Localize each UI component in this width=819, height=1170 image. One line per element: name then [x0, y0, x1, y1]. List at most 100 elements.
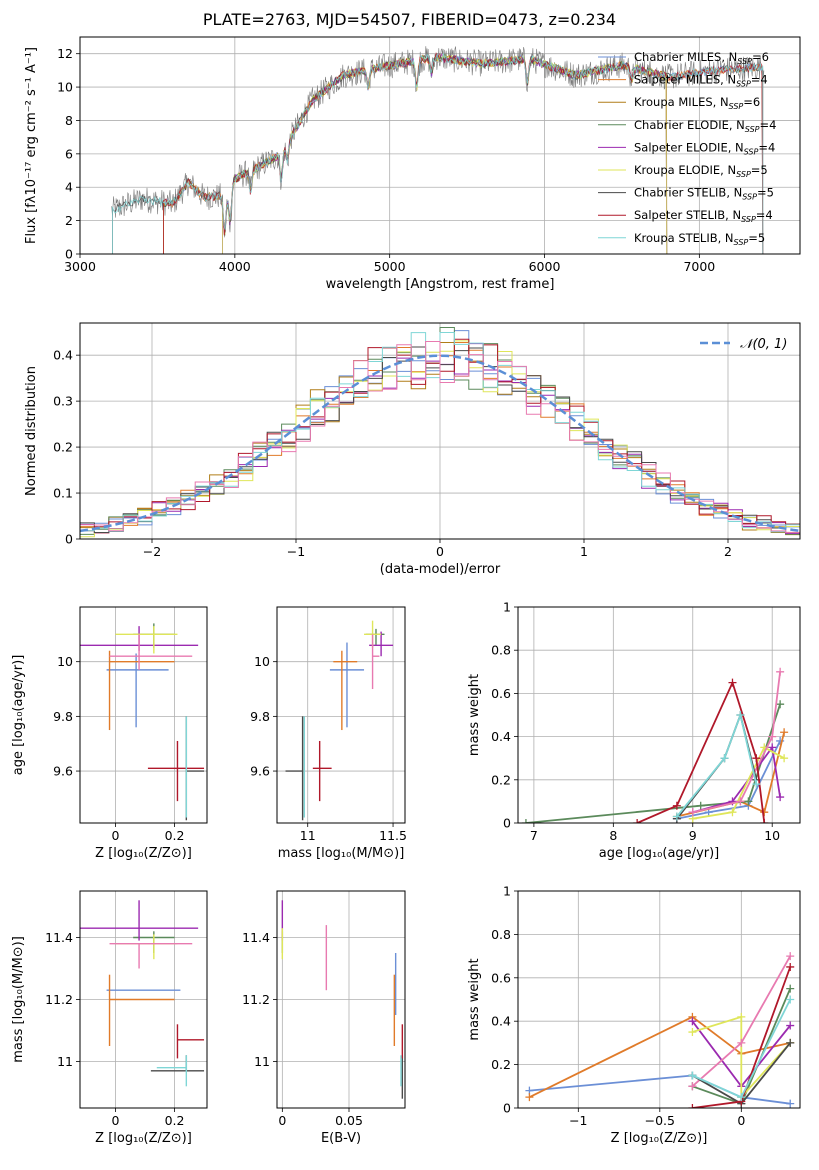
axes-frame — [276, 890, 406, 1109]
y-tick-label: 0 — [503, 816, 511, 831]
series-marker — [736, 711, 745, 719]
x-tick-label: 4000 — [219, 259, 251, 274]
axes-frame — [517, 606, 801, 824]
y-tick-label: 8 — [65, 113, 73, 128]
series-marker — [525, 1093, 534, 1102]
axes-frame — [79, 606, 208, 824]
series-marker — [786, 995, 795, 1004]
legend-text: Salpeter ELODIE, N — [634, 140, 744, 154]
legend-label: Salpeter ELODIE, NSSP=4 — [634, 140, 775, 156]
y-tick-label: 0.2 — [491, 1057, 511, 1072]
x-tick-label: 1 — [580, 544, 588, 559]
legend-label: Kroupa STELIB, NSSP=5 — [634, 231, 765, 247]
y-tick-label: 0.4 — [491, 1014, 511, 1029]
y-tick-label: 9.6 — [250, 764, 270, 779]
series-marker — [696, 801, 705, 810]
y-tick-label: 0 — [65, 247, 73, 262]
x-tick-label: 11 — [300, 828, 316, 843]
histogram-legend: 𝒩(0, 1) — [700, 337, 787, 352]
mass_vs_Z-axes: 0 0.2 11 11.2 11.4 Z [log₁₀(Z/Z⊙)] mass [log₁₀… — [11, 891, 207, 1146]
legend-text: Chabrier STELIB, N — [634, 186, 742, 200]
series-marker — [776, 793, 785, 802]
x-tick-label: 0 — [111, 1113, 119, 1128]
x-axis-label: E(B-V) — [321, 1131, 361, 1146]
x-tick-label: 8 — [609, 828, 617, 843]
y-tick-label: 1 — [503, 884, 511, 899]
series-marker — [728, 808, 737, 817]
y-tick-label: 6 — [65, 146, 73, 161]
error-bar-point — [285, 716, 304, 821]
x-tick-label: 0.2 — [165, 1113, 185, 1128]
error-bar-point — [115, 626, 178, 654]
series-marker — [737, 1012, 746, 1021]
series-marker — [760, 808, 769, 817]
legend-label: Chabrier STELIB, NSSP=5 — [634, 186, 774, 202]
legend-subscript: SSP — [734, 238, 749, 247]
error-bar-point — [106, 653, 169, 728]
series-marker — [752, 754, 761, 763]
y-tick-label: 0.1 — [53, 486, 73, 501]
series-marker — [672, 801, 681, 810]
y-tick-label: 0 — [503, 1101, 511, 1116]
error-bar-point — [109, 943, 193, 969]
error-bar-point — [312, 740, 332, 802]
legend-subscript: SSP — [737, 57, 752, 66]
legend-value: =6 — [743, 95, 760, 109]
x-axis-label: (data-model)/error — [380, 562, 501, 577]
legend-value: =4 — [751, 73, 768, 87]
series-marker — [768, 732, 777, 741]
series-line — [692, 746, 785, 820]
y-tick-label: 9.8 — [250, 709, 270, 724]
series-marker — [752, 780, 761, 789]
legend-text: Salpeter MILES, N — [634, 73, 736, 87]
y-tick-label: 9.8 — [53, 709, 73, 724]
series-line — [692, 1015, 791, 1100]
axes-frame — [79, 36, 801, 255]
y-tick-label: 0.6 — [491, 970, 511, 985]
histogram-steps — [80, 327, 800, 539]
series-marker — [780, 754, 789, 763]
y-axis-label: Normed distribution — [24, 366, 39, 496]
error-bar-point — [147, 740, 205, 802]
legend-subscript: SSP — [742, 193, 757, 202]
age_vs_Z-points — [80, 623, 205, 821]
axes-frame — [276, 606, 406, 824]
error-bar-point — [108, 650, 175, 731]
y-axis-label: mass [log₁₀(M/M⊙)] — [11, 936, 26, 1063]
spectrum-lines — [111, 46, 765, 254]
series-marker — [776, 700, 785, 709]
mass_vs_Z-points — [80, 900, 205, 1087]
y-tick-label: 0.4 — [53, 348, 73, 363]
legend-subscript: SSP — [736, 170, 751, 179]
series-marker — [768, 743, 777, 752]
histogram-series — [80, 341, 800, 539]
legend-subscript: SSP — [729, 102, 744, 111]
x-axis-label: mass [log₁₀(M/M⊙)] — [278, 846, 405, 861]
spectrum-axes: 3000 4000 5000 6000 7000 0 2 4 6 8 10 12 wavelength … — [24, 37, 800, 292]
y-tick-label: 2 — [65, 213, 73, 228]
y-tick-label: 0.2 — [491, 772, 511, 787]
legend-label: 𝒩(0, 1) — [740, 337, 787, 352]
y-tick-label: 12 — [57, 46, 73, 61]
y-axis-label: mass weight — [467, 674, 482, 756]
series-marker — [672, 812, 681, 821]
axes-frame — [517, 890, 801, 1109]
y-tick-label: 11.4 — [45, 930, 73, 945]
y-tick-label: 11.4 — [242, 930, 270, 945]
legend-text: Kroupa MILES, N — [634, 95, 729, 109]
y-tick-label: 0.2 — [53, 440, 73, 455]
y-tick-label: 10 — [57, 80, 73, 95]
legend-subscript: SSP — [736, 80, 751, 89]
age_vs_mass-points — [285, 620, 394, 821]
series-marker — [780, 728, 789, 737]
series-marker — [786, 1038, 795, 1047]
legend-subscript: SSP — [745, 125, 760, 134]
y-tick-label: 10 — [254, 654, 270, 669]
legend-label: Chabrier ELODIE, NSSP=4 — [634, 118, 776, 134]
legend-label: Salpeter STELIB, NSSP=4 — [634, 208, 773, 224]
series-marker — [720, 754, 729, 763]
x-tick-label: 5000 — [374, 259, 406, 274]
y-tick-label: 0.6 — [491, 686, 511, 701]
age_vs_Z-axes: 0 0.2 9.6 9.8 10 Z [log₁₀(Z/Z⊙)] age [log₁₀(ag… — [11, 607, 207, 861]
legend-value: =4 — [758, 140, 775, 154]
